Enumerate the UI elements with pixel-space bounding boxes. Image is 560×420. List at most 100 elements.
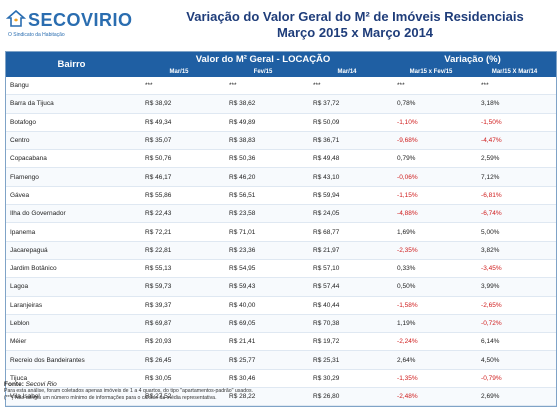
cell-mar15: R$ 49,34 [137, 113, 221, 132]
cell-var-fev: -0,06% [389, 167, 474, 187]
cell-mar14: R$ 49,48 [305, 149, 390, 169]
cell-var-mar: 4,50% [473, 350, 557, 370]
cell-mar15: R$ 69,87 [137, 314, 221, 334]
cell-mar14: R$ 36,71 [305, 131, 390, 151]
cell-mar15: R$ 39,37 [137, 296, 221, 315]
cell-var-mar: 2,69% [473, 387, 557, 407]
cell-fev15: R$ 50,36 [221, 149, 305, 169]
table-row: Gávea R$ 55,86 R$ 56,51 R$ 59,94 -1,15% -6,81… [6, 186, 557, 206]
cell-fev15: R$ 38,62 [221, 94, 305, 114]
cell-var-mar: 5,00% [473, 222, 557, 242]
cell-var-fev: -9,68% [389, 131, 474, 151]
logo-name: SECOVIRIO [28, 10, 133, 30]
cell-mar14: R$ 26,80 [305, 387, 390, 407]
cell-var-mar: -2,65% [473, 296, 557, 315]
cell-mar14: R$ 43,10 [305, 167, 390, 187]
cell-fev15: R$ 54,95 [221, 259, 305, 279]
cell-var-fev: 0,79% [389, 149, 474, 169]
bairro-header: Bairro [6, 52, 137, 77]
cell-var-mar: 6,14% [473, 332, 557, 352]
cell-var-mar: 3,82% [473, 241, 557, 260]
cell-mar15: R$ 50,76 [137, 149, 221, 169]
cell-var-fev: -1,35% [389, 369, 474, 389]
table-row: Leblon R$ 69,87 R$ 69,05 R$ 70,38 1,19% -0,72… [6, 314, 557, 334]
cell-mar14: *** [305, 77, 390, 96]
table-row: Botafogo R$ 49,34 R$ 49,89 R$ 50,09 -1,10% -1… [6, 113, 557, 132]
cell-mar14: R$ 19,72 [305, 332, 390, 352]
cell-var-fev: 0,78% [389, 94, 474, 114]
logo-tagline: O Sindicato da Habitação [8, 32, 65, 38]
col-header-var-mar: Mar/15 X Mar/14 [473, 66, 557, 77]
cell-mar15: R$ 22,43 [137, 204, 221, 224]
cell-mar15: R$ 20,93 [137, 332, 221, 352]
cell-mar15: R$ 72,21 [137, 222, 221, 242]
footer-note-1: Para esta análise, foram coletados apena… [4, 388, 254, 394]
cell-fev15: *** [221, 77, 305, 96]
cell-mar14: R$ 59,94 [305, 186, 390, 206]
title-line-2: Março 2015 x Março 2014 [276, 25, 434, 40]
cell-var-mar: -4,47% [473, 131, 557, 151]
cell-mar15: R$ 22,81 [137, 241, 221, 260]
sub-header-row: Mar/15 Fev/15 Mar/14 Mar15 x Fev/15 Mar/… [6, 66, 557, 77]
cell-mar14: R$ 50,09 [305, 113, 390, 132]
cell-bairro: Barra da Tijuca [6, 94, 137, 114]
cell-bairro: Laranjeiras [6, 296, 137, 315]
cell-fev15: R$ 25,77 [221, 350, 305, 370]
table-row: Bangu *** *** *** *** *** [6, 77, 557, 96]
table-row: Ilha do Governador R$ 22,43 R$ 23,58 R$ 24,… [6, 204, 557, 224]
cell-fev15: R$ 23,36 [221, 241, 305, 260]
cell-fev15: R$ 59,43 [221, 277, 305, 297]
cell-mar15: R$ 38,92 [137, 94, 221, 114]
source-name: Secovi Rio [25, 381, 57, 388]
table-row: Centro R$ 35,07 R$ 38,83 R$ 36,71 -9,68% -4,4… [6, 131, 557, 151]
table-row: Tijuca R$ 30,05 R$ 30,46 R$ 30,29 -1,35% -0,7… [6, 369, 557, 389]
cell-bairro: Leblon [6, 314, 137, 334]
cell-mar15: R$ 55,86 [137, 186, 221, 206]
cell-mar14: R$ 24,05 [305, 204, 390, 224]
cell-var-mar: 3,99% [473, 277, 557, 297]
cell-bairro: Centro [6, 131, 137, 151]
page-title: Variação do Valor Geral do M² de Imóveis… [155, 9, 555, 41]
cell-var-mar: -3,45% [473, 259, 557, 279]
col-header-mar14: Mar/14 [305, 66, 390, 77]
cell-bairro: Flamengo [6, 167, 137, 187]
cell-var-fev: *** [389, 77, 474, 96]
cell-bairro: Ipanema [6, 222, 137, 242]
cell-var-mar: 2,59% [473, 149, 557, 169]
cell-fev15: R$ 49,89 [221, 113, 305, 132]
table-row: Laranjeiras R$ 39,37 R$ 40,00 R$ 40,44 -1,58… [6, 296, 557, 315]
variacao-group-header: Variação (%) [389, 52, 557, 66]
cell-mar15: R$ 35,07 [137, 131, 221, 151]
cell-mar15: R$ 59,73 [137, 277, 221, 297]
source-label: Fonte: [4, 381, 24, 388]
table-row: Ipanema R$ 72,21 R$ 71,01 R$ 68,77 1,69% 5,00… [6, 222, 557, 242]
report-header: SECOVIRIO O Sindicato da Habitação Varia… [0, 0, 560, 50]
footer-note-2: (***) Não atingiu um número mínimo de in… [4, 395, 217, 401]
cell-fev15: R$ 40,00 [221, 296, 305, 315]
col-header-mar15: Mar/15 [137, 66, 221, 77]
cell-fev15: R$ 23,58 [221, 204, 305, 224]
cell-var-fev: 1,19% [389, 314, 474, 334]
table-row: Méier R$ 20,93 R$ 21,41 R$ 19,72 -2,24% 6,14% [6, 332, 557, 352]
cell-fev15: R$ 71,01 [221, 222, 305, 242]
cell-bairro: Botafogo [6, 113, 137, 132]
cell-mar14: R$ 37,72 [305, 94, 390, 114]
logo-mark-icon [6, 10, 26, 27]
cell-mar15: *** [137, 77, 221, 96]
cell-mar15: R$ 26,45 [137, 350, 221, 370]
cell-bairro: Méier [6, 332, 137, 352]
cell-var-mar: -0,79% [473, 369, 557, 389]
cell-var-mar: 7,12% [473, 167, 557, 187]
source-line: Fonte: Secovi Rio [4, 381, 556, 388]
cell-fev15: R$ 69,05 [221, 314, 305, 334]
table-row: Barra da Tijuca R$ 38,92 R$ 38,62 R$ 37,72 0… [6, 94, 557, 114]
table-row: Vila Isabel R$ 27,52 R$ 28,22 R$ 26,80 -2,48… [6, 387, 557, 407]
cell-var-fev: -1,58% [389, 296, 474, 315]
cell-bairro: Copacabana [6, 149, 137, 169]
cell-bairro: Bangu [6, 77, 137, 96]
cell-var-fev: -2,24% [389, 332, 474, 352]
cell-fev15: R$ 21,41 [221, 332, 305, 352]
cell-mar14: R$ 57,10 [305, 259, 390, 279]
cell-mar14: R$ 21,97 [305, 241, 390, 260]
cell-var-fev: 0,50% [389, 277, 474, 297]
